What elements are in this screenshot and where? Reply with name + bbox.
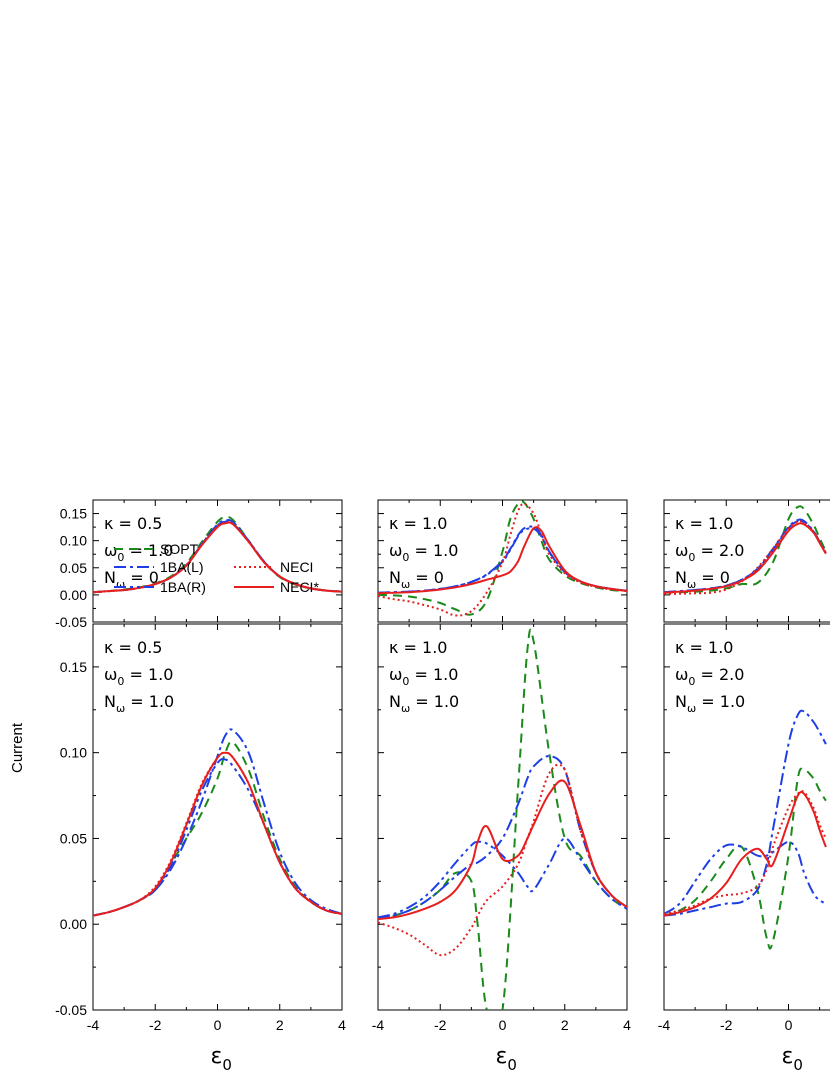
- x-tick-label: -2: [434, 1017, 447, 1033]
- annotation-omega: ω0 = 2.0: [675, 665, 744, 688]
- annotation-n: Nω = 1.0: [389, 692, 459, 715]
- series-line-neci-: [664, 791, 827, 917]
- annotation-kappa: κ = 1.0: [389, 514, 447, 533]
- annotation-n: Nω = 0: [389, 568, 444, 591]
- plot-frame: [663, 499, 830, 623]
- x-tick-label: 4: [623, 1017, 631, 1033]
- y-tick-label: 0.05: [60, 560, 87, 576]
- y-tick-label: 0.10: [60, 533, 87, 549]
- series-line-neci-: [93, 751, 342, 917]
- y-tick-label: 0.15: [60, 659, 87, 675]
- series-line-1ba-r-: [664, 840, 827, 915]
- x-tick-label: -2: [149, 1017, 162, 1033]
- legend-label: 1BA(L): [160, 559, 204, 575]
- series-line-neci-: [378, 526, 627, 595]
- legend-label: NECI: [280, 559, 313, 575]
- series-line-sopt: [93, 740, 342, 917]
- series-line-neci: [378, 763, 627, 957]
- x-tick-label: -2: [720, 1017, 733, 1033]
- panel-top-left: -0.05 0.00 0.05 0.10 0.15 κ = 0.5 ω0 = 1.0 Nω =…: [55, 499, 343, 630]
- legend-label: NECI*: [280, 579, 319, 595]
- x-tick-label: -4: [372, 1017, 385, 1033]
- annotation-kappa: κ = 1.0: [675, 514, 733, 533]
- series-group: [378, 628, 627, 1010]
- legend: SOPT 1BA(L) 1BA(R) NECI NECI*: [114, 541, 319, 595]
- panel-bottom-middle: -4 -2 0 2 4 ε0 κ = 1.0 ω0 = 1.0 Nω = 1.0: [372, 623, 631, 1074]
- annotation-kappa: κ = 0.5: [104, 638, 162, 657]
- series-line-neci-: [93, 521, 342, 594]
- x-tick-label: -4: [87, 1017, 100, 1033]
- annotation-omega: ω0 = 1.0: [104, 541, 173, 564]
- series-group: [664, 709, 827, 950]
- x-tick-label: 2: [276, 1017, 284, 1033]
- series-group: [378, 500, 627, 617]
- series-line-sopt: [378, 628, 627, 1010]
- series-line-sopt: [378, 500, 627, 616]
- x-tick-label: -4: [658, 1017, 671, 1033]
- annotation-kappa: κ = 0.5: [104, 514, 162, 533]
- annotation-n: Nω = 1.0: [675, 692, 745, 715]
- series-line-sopt: [664, 767, 827, 950]
- panel-top-right: κ = 1.0 ω0 = 2.0 Nω = 0: [663, 499, 830, 623]
- y-tick-label: -0.05: [55, 1002, 87, 1018]
- x-tick-label: 2: [561, 1017, 569, 1033]
- x-tick-label: 0: [214, 1017, 222, 1033]
- x-axis-label: ε0: [496, 1044, 517, 1074]
- series-line-1ba-l-: [664, 709, 827, 917]
- legend-label: 1BA(R): [160, 579, 206, 595]
- y-tick-label: 0.10: [60, 745, 87, 761]
- x-tick-label: 0: [499, 1017, 507, 1033]
- x-tick-label: 0: [785, 1017, 793, 1033]
- x-axis-label: ε0: [782, 1044, 803, 1074]
- y-tick-label: 0.00: [60, 916, 87, 932]
- series-line-neci-: [664, 522, 827, 594]
- annotation-omega: ω0 = 2.0: [675, 541, 744, 564]
- panel-bottom-right: -4 -2 0 ε0 κ = 1.0 ω0 = 2.0 Nω = 1.0: [658, 623, 830, 1074]
- series-group: [93, 728, 342, 917]
- y-tick-label: 0.00: [60, 587, 87, 603]
- series-line-sopt: [664, 505, 827, 594]
- annotation-n: Nω = 0: [675, 568, 730, 591]
- x-tick-label: 4: [338, 1017, 346, 1033]
- annotation-kappa: κ = 1.0: [389, 638, 447, 657]
- annotation-n: Nω = 0: [104, 568, 159, 591]
- annotation-n: Nω = 1.0: [104, 692, 174, 715]
- series-line-1ba-r-: [378, 837, 627, 919]
- annotation-kappa: κ = 1.0: [675, 638, 733, 657]
- plot-frame: [663, 623, 830, 1011]
- panel-bottom-left: -0.05 0.00 0.05 0.10 0.15 -4 -2 0 2 4 ε0 κ = 0.5 ω0 …: [55, 623, 346, 1074]
- y-tick-label: 0.05: [60, 830, 87, 846]
- annotation-omega: ω0 = 1.0: [389, 665, 458, 688]
- series-line-neci: [664, 789, 827, 915]
- series-line-neci-: [378, 779, 627, 921]
- y-tick-label: 0.15: [60, 506, 87, 522]
- panel-top-middle: κ = 1.0 ω0 = 1.0 Nω = 0: [377, 499, 628, 623]
- series-line-1ba-r-: [93, 758, 342, 917]
- annotation-omega: ω0 = 1.0: [389, 541, 458, 564]
- series-group: [664, 505, 827, 595]
- y-axis-label: Current: [9, 722, 26, 773]
- legend-label: SOPT: [160, 541, 199, 557]
- annotation-omega: ω0 = 1.0: [104, 665, 173, 688]
- series-line-1ba-l-: [378, 755, 627, 921]
- y-tick-label: -0.05: [55, 614, 87, 630]
- x-axis-label: ε0: [211, 1044, 232, 1074]
- panels: -0.05 0.00 0.05 0.10 0.15 κ = 0.5 ω0 = 1.0 Nω =…: [55, 499, 830, 1074]
